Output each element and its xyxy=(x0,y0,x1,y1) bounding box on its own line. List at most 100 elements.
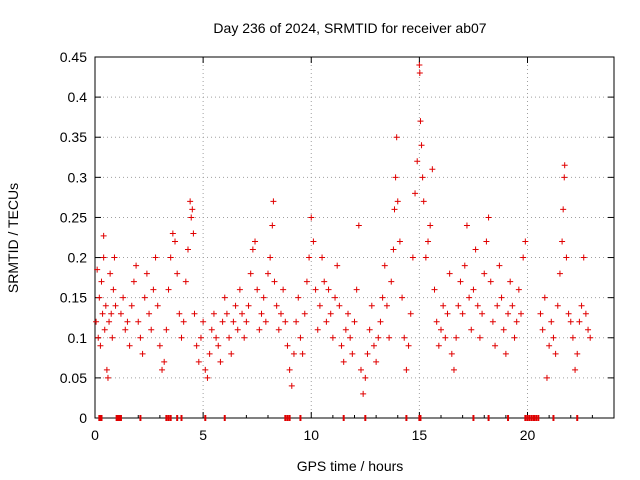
data-point xyxy=(195,358,202,365)
data-point xyxy=(563,254,570,261)
data-point xyxy=(95,334,102,341)
data-point xyxy=(180,318,187,325)
data-point xyxy=(433,318,440,325)
data-point xyxy=(425,238,432,245)
data-point xyxy=(585,326,592,333)
data-point xyxy=(502,350,509,357)
data-point xyxy=(457,278,464,285)
y-tick-label: 0.15 xyxy=(60,290,87,306)
data-point xyxy=(388,278,395,285)
data-point xyxy=(260,294,267,301)
data-point xyxy=(572,366,579,373)
data-point xyxy=(256,326,263,333)
data-point xyxy=(393,134,400,141)
data-point xyxy=(200,318,207,325)
data-point xyxy=(351,318,358,325)
data-point xyxy=(245,302,252,309)
data-point xyxy=(360,390,367,397)
chart-title: Day 236 of 2024, SRMTID for receiver ab0… xyxy=(213,20,486,36)
data-point xyxy=(394,198,401,205)
data-point xyxy=(310,238,317,245)
data-point xyxy=(446,270,453,277)
data-point xyxy=(169,230,176,237)
data-point xyxy=(559,238,566,245)
data-point xyxy=(329,334,336,341)
data-point xyxy=(270,198,277,205)
data-point xyxy=(161,358,168,365)
data-point xyxy=(569,334,576,341)
data-point xyxy=(241,334,248,341)
data-point xyxy=(258,310,265,317)
data-point xyxy=(288,382,295,389)
data-point xyxy=(111,254,118,261)
data-point xyxy=(327,310,334,317)
data-point xyxy=(314,326,321,333)
data-point xyxy=(470,286,477,293)
data-point xyxy=(409,254,416,261)
data-point xyxy=(189,206,196,213)
data-point xyxy=(143,270,150,277)
data-point xyxy=(541,294,548,301)
data-point xyxy=(301,310,308,317)
data-point xyxy=(139,350,146,357)
data-point xyxy=(239,310,246,317)
data-point xyxy=(565,310,572,317)
data-point xyxy=(459,310,466,317)
data-point xyxy=(126,342,133,349)
data-point xyxy=(552,350,559,357)
data-point xyxy=(273,302,280,309)
data-point xyxy=(262,318,269,325)
data-point xyxy=(190,230,197,237)
data-point xyxy=(500,326,507,333)
data-point xyxy=(152,254,159,261)
data-point xyxy=(102,302,109,309)
data-point xyxy=(286,366,293,373)
y-tick-label: 0.05 xyxy=(60,370,87,386)
data-point xyxy=(422,254,429,261)
data-point xyxy=(252,238,259,245)
data-point xyxy=(373,358,380,365)
data-point xyxy=(366,326,373,333)
x-tick-label: 20 xyxy=(520,427,536,443)
data-points xyxy=(93,62,594,421)
data-point xyxy=(468,326,475,333)
data-point xyxy=(509,302,516,309)
data-point xyxy=(106,318,113,325)
data-point xyxy=(340,358,347,365)
data-point xyxy=(178,334,185,341)
data-point xyxy=(479,310,486,317)
data-point xyxy=(347,334,354,341)
data-point xyxy=(381,262,388,269)
data-point xyxy=(455,302,462,309)
data-point xyxy=(520,254,527,261)
data-point xyxy=(438,326,444,333)
data-point xyxy=(548,318,555,325)
data-point xyxy=(174,270,181,277)
data-point xyxy=(546,342,553,349)
y-tick-label: 0.1 xyxy=(68,330,88,346)
data-point xyxy=(96,294,103,301)
y-tick-label: 0.4 xyxy=(68,89,88,105)
data-point xyxy=(444,310,451,317)
data-point xyxy=(94,266,101,273)
data-point xyxy=(364,350,371,357)
x-tick-label: 0 xyxy=(91,427,99,443)
data-point xyxy=(193,342,200,349)
data-point xyxy=(379,294,386,301)
data-point xyxy=(232,302,239,309)
data-point xyxy=(476,334,483,341)
data-point xyxy=(345,310,352,317)
data-point xyxy=(293,318,300,325)
data-point xyxy=(453,334,460,341)
data-point xyxy=(556,270,563,277)
data-point xyxy=(133,262,140,269)
data-point xyxy=(100,254,107,261)
data-point xyxy=(362,374,369,381)
data-point xyxy=(221,294,228,301)
data-point xyxy=(271,278,278,285)
data-point xyxy=(391,206,398,213)
data-point xyxy=(191,310,198,317)
data-point xyxy=(323,318,330,325)
data-point xyxy=(120,294,127,301)
x-axis-label: GPS time / hours xyxy=(297,458,404,474)
